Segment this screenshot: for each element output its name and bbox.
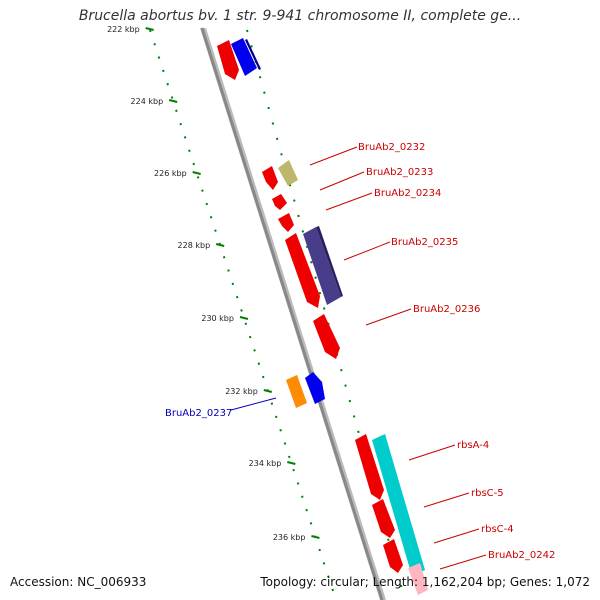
tick-track — [149, 29, 337, 600]
accession-text: Accession: NC_006933 — [10, 575, 147, 589]
cds-arrow — [231, 38, 257, 76]
tick-mark — [168, 99, 178, 103]
cds-arrow — [285, 233, 320, 308]
cds-arrow — [372, 499, 395, 538]
cds-arrow — [262, 166, 278, 190]
tick-mark — [215, 243, 225, 247]
topology-text: Topology: circular; Length: 1,162,204 bp… — [260, 575, 590, 589]
cds-arrow — [286, 375, 307, 408]
cds-arrow — [303, 227, 341, 305]
cds-arrow — [372, 434, 425, 576]
cds-arrow — [278, 213, 294, 232]
tick-label: 232 kbp — [225, 387, 258, 396]
gene-label[interactable]: rbsC-5 — [471, 488, 504, 499]
cds-arrow — [305, 372, 325, 404]
gene-label[interactable]: BruAb2_0237 — [165, 408, 232, 419]
tick-label: 228 kbp — [178, 241, 211, 250]
tick-mark — [192, 171, 201, 175]
tick-label: 226 kbp — [154, 169, 187, 178]
gene-label[interactable]: BruAb2_0233 — [366, 167, 433, 178]
gene-label[interactable]: rbsC-4 — [481, 524, 514, 535]
tick-mark — [145, 27, 154, 31]
tick-mark — [287, 461, 296, 465]
cds-arrow — [272, 194, 287, 210]
tick-label: 234 kbp — [249, 459, 282, 468]
gene-label[interactable]: BruAb2_0242 — [488, 550, 555, 561]
tick-label: 224 kbp — [131, 97, 164, 106]
tick-marks: 222 kbp 224 kbp 226 kbp 228 kbp 230 kbp 232 k… — [107, 25, 320, 542]
cds-arrow — [383, 539, 403, 573]
tick-mark — [263, 389, 273, 393]
gene-label[interactable]: BruAb2_0236 — [413, 304, 480, 315]
leader-lines — [230, 146, 487, 570]
cds-arrow — [408, 563, 428, 595]
tick-mark — [239, 316, 249, 320]
tick-label: 236 kbp — [273, 533, 306, 542]
cds-arrow — [355, 434, 384, 500]
gene-label[interactable]: BruAb2_0232 — [358, 142, 425, 153]
gene-label[interactable]: rbsA-4 — [457, 440, 489, 451]
backbone-line — [200, 27, 384, 600]
tick-mark — [311, 535, 320, 539]
gene-label[interactable]: BruAb2_0235 — [391, 237, 458, 248]
gene-label[interactable]: BruAb2_0234 — [374, 188, 441, 199]
tick-label: 230 kbp — [201, 314, 234, 323]
features — [217, 38, 428, 595]
gene-labels: BruAb2_0232 BruAb2_0233 BruAb2_0234 BruA… — [165, 142, 555, 561]
cds-arrow — [278, 160, 298, 186]
cds-arrow — [313, 314, 340, 359]
tick-label: 222 kbp — [107, 25, 140, 34]
cds-arrow — [217, 40, 239, 80]
map-title: Brucella abortus bv. 1 str. 9-941 chromo… — [78, 8, 522, 24]
cds-arrow — [245, 39, 261, 70]
cds-arrow — [316, 226, 343, 297]
